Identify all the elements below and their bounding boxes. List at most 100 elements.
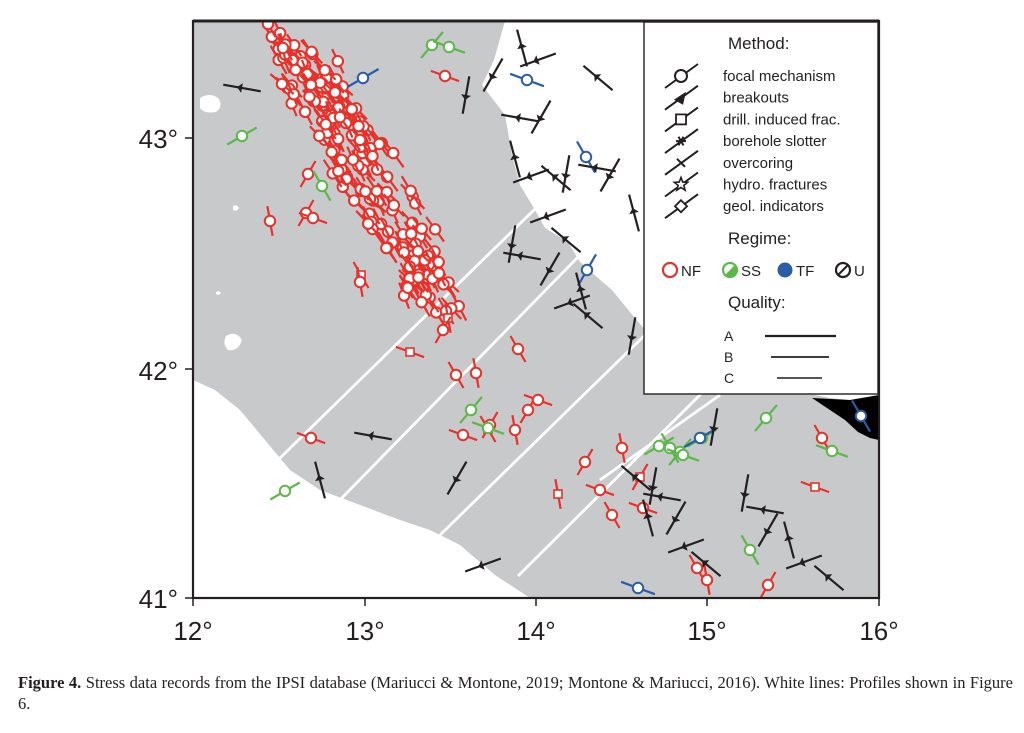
legend-quality-title: Quality: — [728, 293, 786, 312]
legend-regime-tf: TF — [777, 262, 814, 280]
stress-record — [286, 33, 303, 57]
stress-record — [308, 68, 332, 97]
stress-record — [347, 115, 371, 137]
legend-method-label: drill. induced frac. — [723, 111, 841, 128]
stress-record — [813, 564, 845, 592]
islands — [200, 95, 242, 351]
stress-record — [540, 164, 572, 192]
stress-record — [709, 408, 719, 446]
stress-record — [427, 298, 446, 326]
stress-record — [269, 481, 301, 501]
stress-record — [446, 460, 468, 496]
legend-regime-label: TF — [796, 263, 814, 280]
legend-method-triangle-icon: breakouts — [664, 84, 789, 111]
stress-record — [365, 141, 380, 172]
stress-record — [469, 358, 483, 388]
stress-record — [226, 126, 258, 146]
gulf-sea — [812, 395, 879, 440]
figure-caption: Figure 4. Stress data records from the I… — [18, 672, 1013, 714]
stress-record — [354, 431, 392, 441]
stress-record — [223, 83, 261, 93]
legend-quality-c: C — [724, 370, 822, 386]
stress-record — [482, 57, 504, 93]
stress-record — [299, 160, 317, 188]
legend-regime-title: Regime: — [728, 229, 791, 248]
legend: Method: focal mechanism breakouts drill. i… — [643, 21, 879, 395]
stress-record — [407, 261, 429, 293]
stress-record — [400, 175, 421, 207]
stress-record — [300, 39, 324, 65]
lon-label-14: 14° — [516, 616, 555, 646]
caption-label: Figure 4. — [18, 673, 82, 692]
stress-record — [471, 421, 505, 435]
stress-record — [759, 571, 777, 598]
caption-text: Stress data records from the IPSI databa… — [18, 673, 1013, 713]
stress-record — [447, 361, 465, 389]
stress-record — [411, 216, 433, 241]
stress-record — [369, 131, 389, 157]
lon-label-16: 16° — [859, 616, 898, 646]
stress-records — [223, 21, 871, 598]
stress-record — [503, 251, 541, 261]
stress-record — [666, 448, 700, 462]
stress-record — [297, 98, 313, 126]
profile-line — [517, 389, 706, 577]
stress-record — [530, 99, 552, 135]
stress-record — [331, 125, 345, 153]
stress-record — [261, 21, 277, 38]
stress-record — [599, 157, 621, 193]
stress-record — [627, 317, 637, 355]
legend-regime-ss: SS — [721, 261, 761, 280]
legend-method-label: hydro. fractures — [723, 177, 827, 194]
legend-method-label: geol. indicators — [723, 198, 824, 215]
stress-record — [302, 72, 320, 98]
stress-record — [501, 113, 539, 123]
stress-record — [757, 512, 779, 548]
stress-record — [448, 428, 478, 442]
stress-record — [382, 193, 405, 217]
legend-method-label: borehole slotter — [723, 133, 826, 150]
stress-record — [459, 396, 483, 424]
legend-regime-nf: NF — [661, 261, 701, 280]
legend-method-star-icon: hydro. fractures — [664, 171, 827, 198]
stress-record — [523, 393, 553, 407]
stress-record — [286, 82, 302, 107]
stress-record — [343, 189, 366, 212]
stress-record — [529, 208, 567, 224]
legend-regime-label: U — [854, 263, 865, 280]
profile-line — [599, 393, 721, 482]
stress-record — [628, 194, 640, 232]
stress-record — [346, 146, 360, 173]
stress-record — [461, 76, 471, 114]
stress-record — [572, 302, 604, 330]
stress-record — [516, 29, 528, 67]
stress-record — [346, 68, 380, 88]
stress-record — [314, 109, 337, 140]
stress-record — [740, 474, 750, 512]
stress-record — [276, 33, 290, 63]
stress-record — [648, 467, 658, 505]
legend-quality-label: B — [724, 349, 733, 365]
stress-record — [575, 272, 587, 310]
stress-record — [314, 461, 326, 499]
stress-record — [430, 69, 460, 83]
stress-record — [578, 163, 616, 173]
legend-qualities: ABC — [724, 328, 836, 386]
legend-method-label: breakouts — [723, 90, 789, 107]
lon-label-13: 13° — [345, 616, 384, 646]
stress-record — [366, 176, 388, 207]
stress-record — [509, 72, 545, 88]
stress-record — [754, 404, 778, 432]
stress-record — [353, 267, 367, 297]
stress-record — [434, 316, 452, 344]
stress-record — [800, 480, 830, 494]
stress-record — [509, 335, 527, 363]
stress-record — [667, 538, 705, 554]
stress-record — [665, 500, 687, 536]
profile-line — [277, 204, 539, 462]
stress-record — [403, 221, 419, 247]
stress-record — [329, 156, 348, 187]
stress-record — [323, 82, 347, 103]
stress-record — [690, 550, 722, 578]
stress-record — [431, 260, 447, 287]
